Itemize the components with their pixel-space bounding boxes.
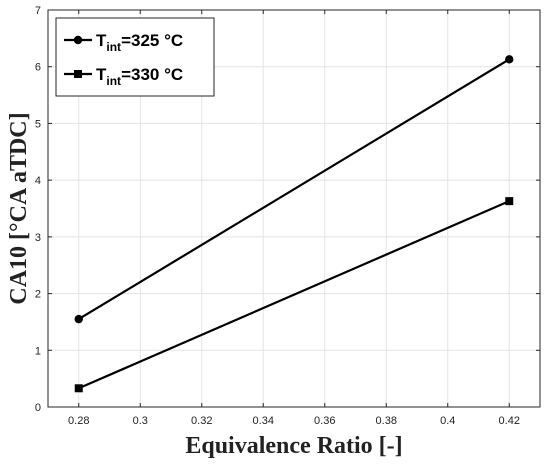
- y-tick-label: 1: [35, 345, 41, 357]
- legend-label: Tint=330 °C: [96, 65, 183, 88]
- y-tick-label: 5: [35, 118, 41, 130]
- y-axis-title: CA10 [°CA aTDC]: [6, 112, 32, 304]
- data-point-square: [505, 197, 514, 206]
- y-tick-label: 6: [35, 62, 41, 74]
- x-tick-label: 0.36: [314, 415, 335, 427]
- y-tick-label: 0: [35, 402, 41, 414]
- y-tick-label: 7: [35, 5, 41, 17]
- x-tick-label: 0.38: [376, 415, 397, 427]
- plot-area-frame: [47, 9, 541, 408]
- legend-label: Tint=325 °C: [96, 31, 183, 54]
- x-tick-label: 0.4: [440, 415, 455, 427]
- y-tick-label: 4: [35, 175, 41, 187]
- legend: Tint=325 °C Tint=330 °C: [55, 17, 215, 97]
- axis-ticks: 0.28 0.3 0.32 0.34 0.36 0.38 0.4 0.42 0 1 2 3 4 5 6 7: [35, 5, 540, 427]
- x-tick-label: 0.28: [68, 415, 89, 427]
- x-tick-label: 0.34: [253, 415, 274, 427]
- data-point-square: [74, 384, 83, 393]
- x-tick-label: 0.42: [499, 415, 520, 427]
- x-tick-label: 0.32: [191, 415, 212, 427]
- y-tick-label: 2: [35, 289, 41, 301]
- series-layer: [74, 55, 514, 393]
- grid: [48, 9, 540, 408]
- data-point-circle: [74, 314, 83, 324]
- x-tick-label: 0.3: [133, 415, 148, 427]
- legend-marker-square: [74, 70, 82, 78]
- legend-marker-circle: [73, 35, 83, 45]
- y-tick-label: 3: [35, 232, 41, 244]
- series-line-1: [78, 58, 510, 321]
- legend-box: [55, 17, 215, 97]
- series-line-2: [78, 200, 510, 390]
- data-point-circle: [505, 55, 514, 64]
- x-axis-title: Equivalence Ratio [-]: [185, 433, 402, 459]
